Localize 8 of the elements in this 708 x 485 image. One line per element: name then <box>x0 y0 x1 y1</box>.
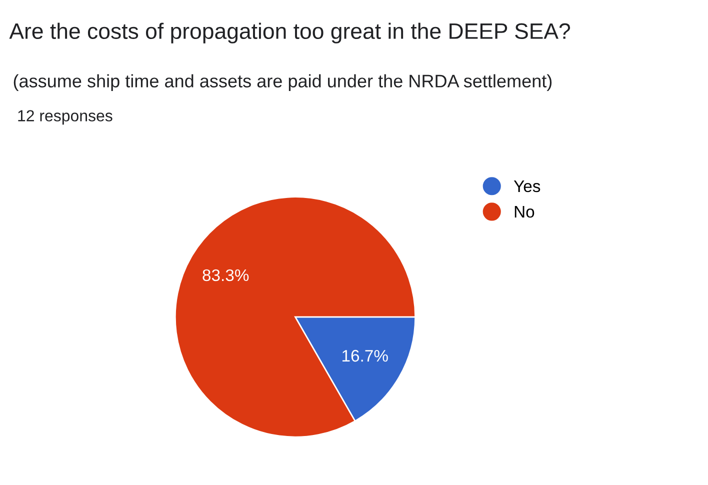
chart-subtitle: (assume ship time and assets are paid under the NRDA settlement) <box>14 74 552 92</box>
pie-slice <box>174 196 416 438</box>
data-label: 83.3% <box>202 269 249 282</box>
chart-title: Are the costs of propagation too great in the DEEP SEA? <box>9 22 570 44</box>
legend-label: Yes <box>514 180 540 192</box>
text: 12 responses <box>18 110 112 125</box>
legend-label: No <box>514 206 534 218</box>
data-label: 16.7% <box>342 350 388 362</box>
